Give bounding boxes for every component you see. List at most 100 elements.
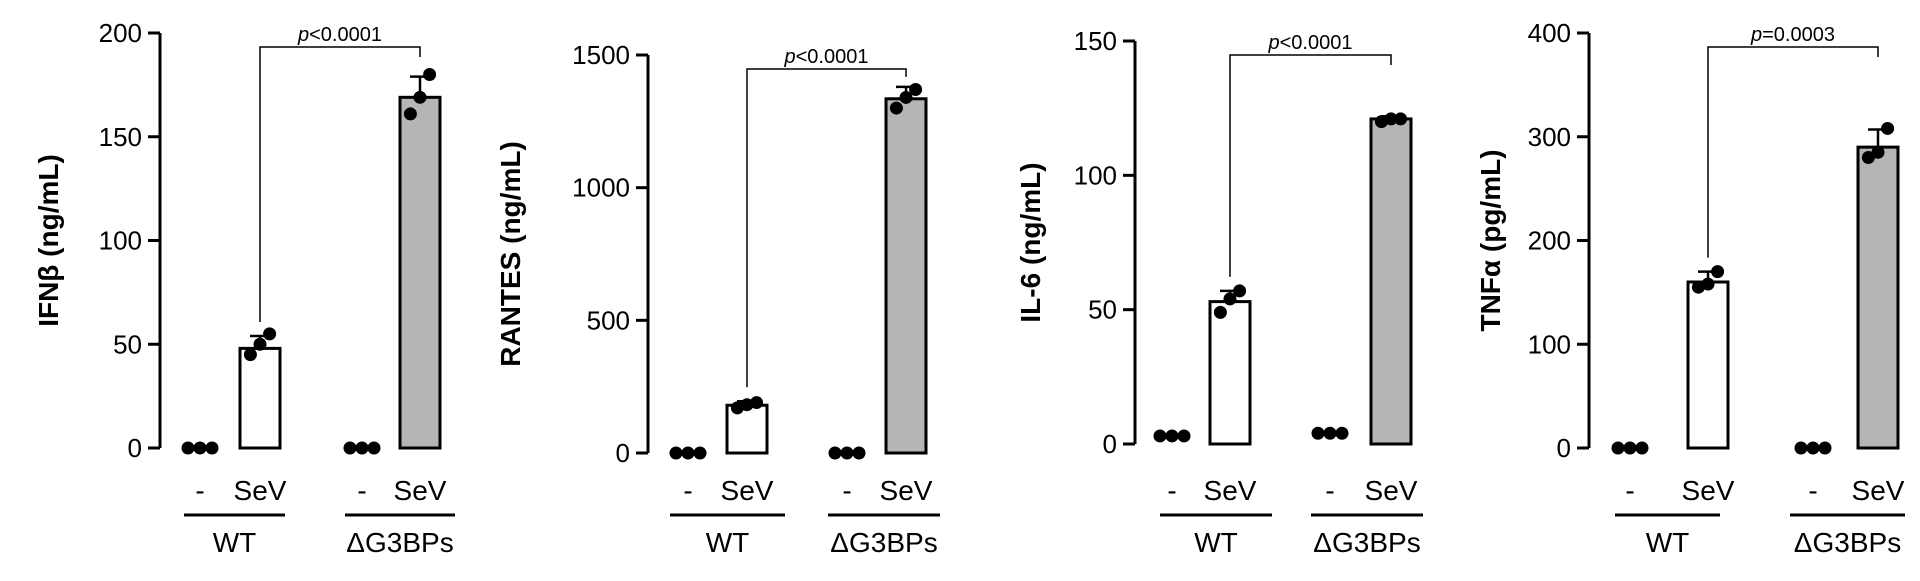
data-point: [909, 82, 923, 96]
p-value-label: p<0.0001: [1268, 32, 1353, 54]
data-point: [243, 348, 257, 362]
data-point: [899, 90, 913, 104]
data-point: [193, 441, 207, 455]
data-point: [1177, 429, 1191, 443]
p-value-text: <0.0001: [1280, 32, 1353, 54]
category-label: SeV: [880, 475, 933, 506]
y-axis-label: TNFα (pg/mL): [1475, 149, 1506, 331]
group-label: ΔG3BPs: [830, 527, 937, 558]
p-value-prefix: p: [1750, 24, 1762, 46]
significance-bracket: [1229, 54, 1392, 277]
y-tick-label: 100: [99, 226, 142, 256]
category-label: SeV: [1365, 475, 1418, 506]
p-value-prefix: p: [1268, 32, 1280, 54]
y-tick-label: 150: [1074, 26, 1117, 56]
group-label: WT: [1646, 527, 1690, 558]
data-point: [1611, 441, 1625, 455]
category-label: SeV: [1852, 475, 1905, 506]
p-value-text: <0.0001: [309, 24, 382, 46]
y-tick-label: 1500: [572, 40, 630, 70]
y-axis-label: RANTES (ng/mL): [495, 141, 526, 367]
y-tick-label: 0: [1557, 433, 1571, 463]
data-point: [828, 446, 842, 460]
bar: [725, 403, 769, 455]
group-label: ΔG3BPs: [346, 527, 453, 558]
data-point: [355, 441, 369, 455]
y-tick-label: 500: [587, 305, 630, 335]
category-label: -: [683, 475, 692, 506]
data-point: [1871, 145, 1885, 159]
data-point: [423, 68, 437, 81]
data-point: [253, 337, 267, 351]
data-point: [343, 441, 357, 455]
data-point: [669, 446, 683, 460]
y-tick-label: 200: [99, 18, 142, 48]
data-point: [1861, 151, 1875, 164]
bar: [1369, 117, 1413, 446]
p-value-text: =0.0003: [1762, 24, 1835, 46]
data-point: [413, 90, 427, 104]
category-label: -: [1325, 475, 1334, 506]
group-label: ΔG3BPs: [1794, 527, 1901, 558]
data-point: [181, 441, 195, 455]
significance-bracket: [746, 68, 907, 388]
category-label: -: [1625, 475, 1634, 506]
bar: [1856, 145, 1900, 450]
significance-bracket: [1707, 46, 1879, 258]
category-label: -: [1167, 475, 1176, 506]
category-label: SeV: [394, 475, 447, 506]
p-value-prefix: p: [297, 24, 309, 46]
data-point: [1623, 441, 1637, 455]
data-point: [1881, 121, 1895, 135]
data-point: [367, 441, 381, 455]
bar: [884, 97, 928, 455]
category-label: -: [1808, 475, 1817, 506]
data-point: [1233, 284, 1247, 298]
p-value-text: <0.0001: [796, 46, 869, 68]
group-label: ΔG3BPs: [1313, 527, 1420, 558]
data-point: [1165, 429, 1179, 443]
chart-panel-4: 0 100 200 300 400 TNFα (pg/mL) p=0.0003 - SeV - Se…: [1475, 18, 1905, 558]
group-label: WT: [213, 527, 257, 558]
data-point: [750, 396, 764, 410]
data-point: [889, 101, 903, 115]
data-point: [1635, 441, 1649, 455]
y-tick-label: 200: [1528, 226, 1571, 256]
data-point: [1794, 441, 1808, 455]
y-axis-label: IFNβ (ng/mL): [33, 154, 64, 327]
category-label: -: [842, 475, 851, 506]
data-point: [1711, 265, 1725, 279]
data-point: [403, 107, 417, 121]
bar: [1686, 280, 1730, 450]
group-label: WT: [1194, 527, 1238, 558]
significance-bracket: [259, 46, 421, 322]
y-tick-label: 50: [1088, 295, 1117, 325]
data-point: [1213, 305, 1227, 319]
y-tick-label: 0: [128, 433, 142, 463]
category-label: SeV: [1682, 475, 1735, 506]
category-label: SeV: [1204, 475, 1257, 506]
data-point: [205, 441, 219, 455]
y-tick-label: 150: [99, 122, 142, 152]
bar: [398, 95, 442, 450]
data-point: [1311, 426, 1325, 440]
p-value-label: p<0.0001: [297, 24, 382, 46]
data-point: [1384, 112, 1398, 126]
y-tick-label: 300: [1528, 122, 1571, 152]
data-point: [840, 446, 854, 460]
data-point: [681, 446, 695, 460]
y-tick-label: 1000: [572, 173, 630, 203]
p-value-label: p=0.0003: [1750, 24, 1835, 46]
p-value-prefix: p: [784, 46, 796, 68]
y-tick-label: 400: [1528, 18, 1571, 48]
data-point: [1323, 426, 1337, 440]
p-value-label: p<0.0001: [784, 46, 869, 68]
bar: [1208, 300, 1252, 446]
data-point: [852, 446, 866, 460]
data-point: [1335, 426, 1349, 440]
category-label: -: [195, 475, 204, 506]
category-label: -: [357, 475, 366, 506]
